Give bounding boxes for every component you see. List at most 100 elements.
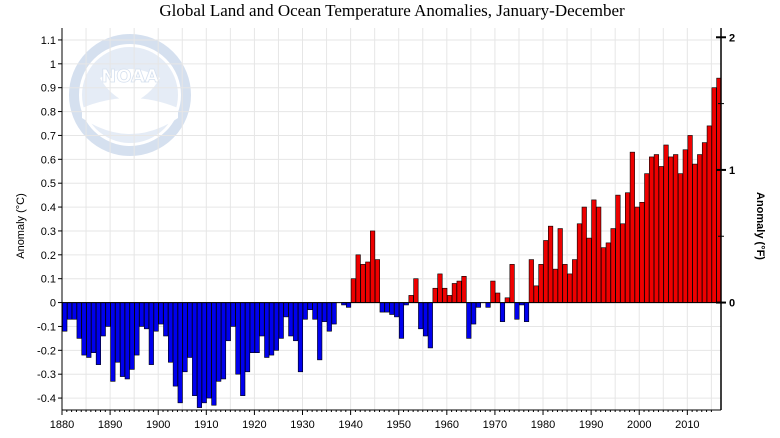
bar <box>115 302 121 363</box>
bar <box>523 302 530 322</box>
bar <box>317 302 323 361</box>
bar <box>71 302 77 320</box>
bar <box>557 228 563 303</box>
bar <box>360 264 366 303</box>
bar <box>168 302 174 363</box>
bar <box>283 302 289 318</box>
bar <box>658 166 664 303</box>
bar <box>620 223 626 303</box>
bar <box>302 302 308 320</box>
bar <box>110 302 116 382</box>
bar <box>182 302 188 373</box>
bar <box>706 125 712 303</box>
y2-tick-label: 1 <box>729 165 735 177</box>
y-tick-label: -0.4 <box>37 393 56 405</box>
bar <box>442 287 448 303</box>
bar <box>220 302 227 380</box>
bar <box>677 173 684 303</box>
bar <box>422 302 429 337</box>
y2-tick-label: 2 <box>729 32 735 44</box>
bar <box>711 87 717 303</box>
x-tick-label: 1890 <box>98 419 122 431</box>
bar <box>504 297 510 303</box>
bar <box>249 302 255 353</box>
y-tick-label: 0.1 <box>41 274 56 286</box>
axes <box>61 28 722 411</box>
bar <box>235 302 241 375</box>
x-tick-label: 1960 <box>435 419 459 431</box>
bar <box>129 302 135 370</box>
y-tick-label: 0 <box>50 298 56 310</box>
bar <box>394 302 400 318</box>
bar <box>692 163 698 303</box>
bar <box>264 302 270 358</box>
bar <box>418 302 424 330</box>
y-tick-label: -0.1 <box>37 321 56 333</box>
y-axis-ticks: -0.4 -0.3 -0.2 -0.1 0 0.1 0.2 0.3 0.4 0.5 0.6 0.7 0.… <box>37 35 62 405</box>
bar <box>321 302 328 322</box>
bar-series <box>62 77 722 408</box>
bar <box>629 151 635 303</box>
bar <box>610 228 616 303</box>
bar <box>543 240 549 303</box>
bar <box>437 273 443 303</box>
bar <box>86 302 92 358</box>
y-tick-label: 0.7 <box>41 130 56 142</box>
bar <box>196 302 203 408</box>
bar <box>576 223 583 303</box>
bar <box>471 302 477 325</box>
y-tick-label: 0.6 <box>41 154 56 166</box>
bar <box>649 156 655 303</box>
bar <box>216 302 222 382</box>
bar <box>148 302 154 365</box>
bar <box>514 302 520 320</box>
y2-tick-label: 0 <box>729 298 735 310</box>
bar <box>384 302 390 313</box>
bar <box>634 206 640 303</box>
y-tick-label: -0.2 <box>37 345 56 357</box>
y-tick-label: 0.2 <box>41 250 56 262</box>
bar <box>581 206 587 303</box>
bar <box>331 302 337 325</box>
bar <box>81 302 87 356</box>
bar <box>259 302 265 337</box>
bar <box>177 302 183 404</box>
bar <box>499 302 506 322</box>
bar <box>297 302 304 373</box>
bar <box>240 302 246 396</box>
y-tick-label: -0.3 <box>37 369 56 381</box>
bar <box>644 173 650 303</box>
bar <box>495 292 501 303</box>
bar <box>668 156 674 303</box>
bar <box>697 154 703 303</box>
x-tick-label: 1920 <box>242 419 266 431</box>
y2-axis-label: Anomaly (°F) <box>754 192 766 260</box>
bar <box>230 302 236 327</box>
bar <box>100 302 106 337</box>
bar <box>95 302 101 365</box>
bar <box>91 302 97 353</box>
bar <box>201 302 207 404</box>
bar <box>153 302 159 332</box>
bar <box>552 268 558 303</box>
bar <box>211 302 217 406</box>
bar <box>172 302 178 387</box>
noaa-logo-text: NOAA <box>101 66 159 87</box>
x-tick-label: 2000 <box>627 419 651 431</box>
bar <box>119 302 126 377</box>
bar <box>187 302 193 358</box>
bar <box>682 149 688 303</box>
bar <box>105 302 111 327</box>
bar <box>278 302 284 339</box>
bar <box>600 247 607 303</box>
bar <box>350 278 356 303</box>
bar <box>538 264 544 303</box>
bar <box>615 194 621 303</box>
noaa-logo: NOAA <box>69 34 191 156</box>
bar <box>475 302 481 308</box>
x-tick-label: 2010 <box>675 419 699 431</box>
x-tick-label: 1910 <box>194 419 218 431</box>
bar <box>663 144 669 303</box>
y-tick-label: 0.3 <box>41 226 56 238</box>
